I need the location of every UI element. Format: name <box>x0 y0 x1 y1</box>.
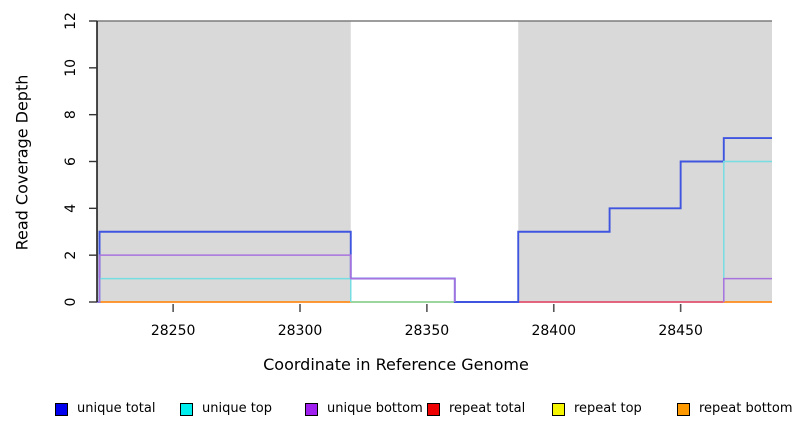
y-tick-label: 0 <box>63 298 79 307</box>
legend-item-repeat-bottom: repeat bottom <box>677 401 792 417</box>
plot-area: 28250 28300 28350 28400 28450 0 2 4 6 8 10 12 <box>63 12 772 339</box>
legend-label: repeat top <box>574 401 642 416</box>
series-line-unique-top <box>723 160 772 302</box>
legend-swatch-icon <box>305 402 318 416</box>
legend-swatch-icon <box>180 402 193 416</box>
legend-label: unique bottom <box>327 401 423 416</box>
legend-label: repeat total <box>449 401 526 416</box>
x-tick-label: 28450 <box>658 323 703 339</box>
shaded-region <box>97 21 351 302</box>
legend-item-repeat-top: repeat top <box>552 401 642 417</box>
chart-legend: unique total unique top unique bottom repea… <box>0 401 792 421</box>
legend-label: repeat bottom <box>699 401 792 416</box>
y-tick-label: 12 <box>63 12 79 30</box>
x-axis-title: Coordinate in Reference Genome <box>263 355 529 374</box>
legend-swatch-icon <box>677 402 690 416</box>
y-tick-label: 6 <box>63 157 79 166</box>
y-tick-label: 10 <box>63 59 79 77</box>
series-line-unique-bottom <box>723 277 772 302</box>
legend-item-unique-top: unique top <box>180 401 272 417</box>
x-tick-label: 28350 <box>405 323 450 339</box>
x-tick-label: 28300 <box>278 323 323 339</box>
legend-swatch-icon <box>552 402 565 416</box>
legend-label: unique total <box>77 401 156 416</box>
legend-item-repeat-total: repeat total <box>427 401 525 417</box>
x-tick-label: 28250 <box>151 323 196 339</box>
legend-swatch-icon <box>55 402 68 416</box>
series-line-unique-total <box>97 137 772 303</box>
legend-swatch-icon <box>427 402 440 416</box>
legend-item-unique-total: unique total <box>55 401 155 417</box>
y-tick-label: 2 <box>63 251 79 260</box>
legend-label: unique top <box>202 401 273 416</box>
y-axis-title: Read Coverage Depth <box>12 74 32 251</box>
y-tick-label: 8 <box>63 110 79 119</box>
legend-item-unique-bottom: unique bottom <box>305 401 423 417</box>
y-tick-label: 4 <box>63 204 79 213</box>
x-tick-label: 28400 <box>531 323 576 339</box>
series-line-unique-bottom <box>97 254 456 303</box>
